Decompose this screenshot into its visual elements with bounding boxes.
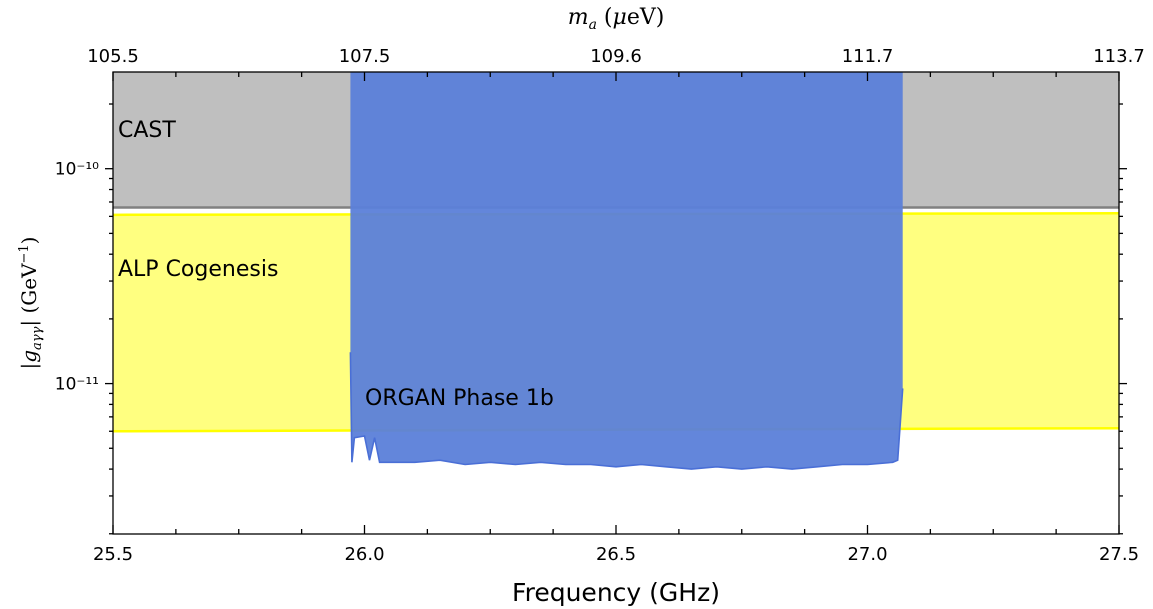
alp-cogenesis-label: ALP Cogenesis: [118, 257, 278, 282]
x-tick-label: 27.5: [1099, 544, 1139, 565]
y-axis-label: |gaγγ| (GeV−1): [17, 237, 45, 370]
top-tick-label: 107.5: [339, 46, 391, 67]
x-tick-label: 27.0: [847, 544, 887, 565]
svg-text:|gaγγ| (GeV−1): |gaγγ| (GeV−1): [17, 237, 45, 370]
y-tick-label: 10⁻¹¹: [55, 375, 99, 395]
cast-label: CAST: [118, 118, 176, 143]
organ-phase-1b-label: ORGAN Phase 1b: [365, 386, 554, 411]
top-tick-label: 105.5: [87, 46, 139, 67]
y-tick-label: 10⁻¹⁰: [55, 160, 99, 180]
organ-limit-line: [349, 352, 904, 470]
x-tick-label: 26.0: [344, 544, 384, 565]
x-axis-label: Frequency (GHz): [512, 578, 720, 607]
organ-phase-1b-region: [350, 72, 903, 470]
top-tick-label: 109.6: [590, 46, 642, 67]
top-tick-label: 113.7: [1093, 46, 1145, 67]
top-tick-label: 111.7: [842, 46, 894, 67]
x-tick-label: 26.5: [596, 544, 636, 565]
x-tick-label: 25.5: [93, 544, 133, 565]
top-axis-label: ma (μeV): [568, 5, 665, 33]
